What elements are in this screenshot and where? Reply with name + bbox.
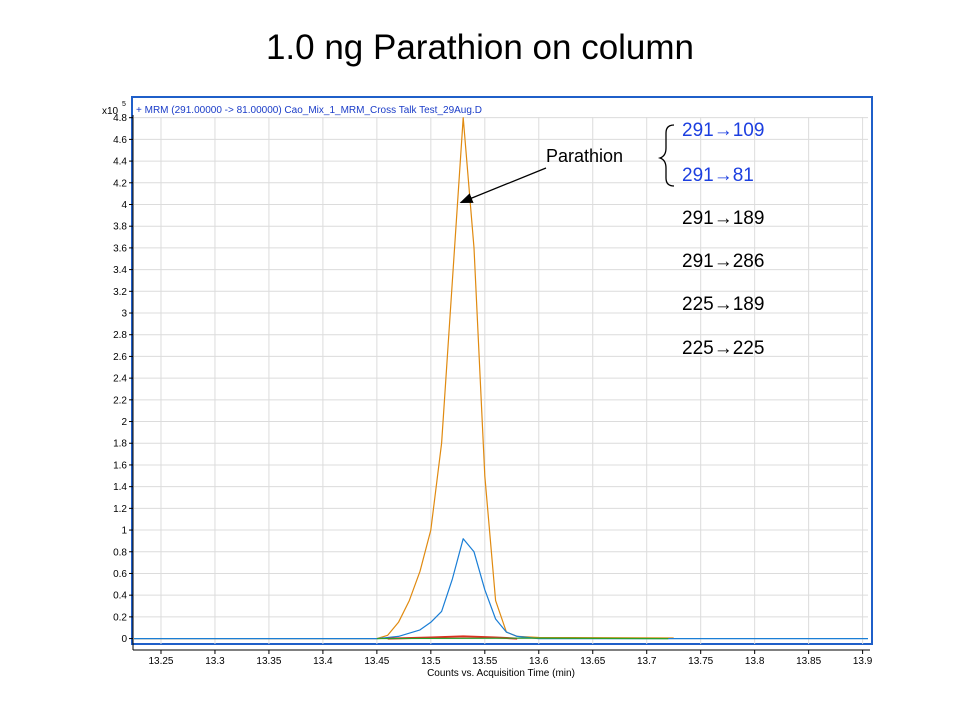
x-tick-label: 13.3 [205,656,225,667]
x-tick-label: 13.65 [580,656,605,667]
y-tick-label: 0.6 [113,569,127,580]
y-tick-label: 2.8 [113,330,127,341]
y-tick-label: 2.6 [113,352,127,363]
series-line-3 [376,637,669,640]
y-tick-label: 0 [121,634,127,645]
x-tick-label: 13.85 [796,656,821,667]
x-tick-label: 13.8 [745,656,765,667]
x-tick-label: 13.55 [472,656,497,667]
y-tick-label: 0.8 [113,547,127,558]
y-tick-label: 0.2 [113,612,127,623]
y-tick-label: 0.4 [113,591,127,602]
x-tick-label: 13.9 [853,656,873,667]
x-tick-label: 13.35 [256,656,281,667]
legend-item-3: 291→286 [682,251,765,272]
y-tick-label: 4.4 [113,157,127,168]
legend-item-4: 225→189 [682,294,765,315]
bracket-brace [657,124,675,187]
y-tick-label: 3.4 [113,265,127,276]
y-tick-label: 1.8 [113,439,127,450]
y-tick-label: 1.2 [113,504,127,515]
slide-title: 1.0 ng Parathion on column [265,28,695,67]
y-tick-label: 1.4 [113,482,127,493]
chart-header-text: + MRM (291.00000 -> 81.00000) Cao_Mix_1_… [136,105,482,116]
x-tick-label: 13.6 [529,656,549,667]
x-tick-label: 13.75 [688,656,713,667]
y-tick-label: 4.2 [113,178,127,189]
x-tick-label: 13.4 [313,656,333,667]
y-tick-label: 3 [121,309,127,320]
parathion-annotation-label: Parathion [546,146,624,166]
x-tick-label: 13.25 [148,656,173,667]
y-tick-label: 3.6 [113,243,127,254]
y-tick-label: 4.6 [113,135,127,146]
y-multiplier-exponent: 5 [122,101,126,108]
y-tick-label: 4 [121,200,127,211]
y-tick-label: 2.4 [113,374,127,385]
plot-frame [131,96,873,645]
legend-item-0: 291→109 [682,120,765,141]
legend-item-1: 291→81 [682,165,754,186]
y-tick-label: 4.8 [113,113,127,124]
x-tick-label: 13.5 [421,656,441,667]
y-tick-label: 3.8 [113,222,127,233]
legend-item-5: 225→225 [682,338,765,359]
x-tick-label: 13.7 [637,656,657,667]
parathion-arrow [459,167,547,204]
x-axis-title: Counts vs. Acquisition Time (min) [427,668,575,679]
x-tick-label: 13.45 [364,656,389,667]
series-line-1 [134,538,868,640]
y-tick-label: 1.6 [113,460,127,471]
legend-item-2: 291→189 [682,208,765,229]
y-tick-label: 3.2 [113,287,127,298]
y-tick-label: 1 [121,526,127,537]
y-multiplier-base: x10 [102,106,119,117]
y-tick-label: 2 [121,417,127,428]
y-tick-label: 2.2 [113,395,127,406]
